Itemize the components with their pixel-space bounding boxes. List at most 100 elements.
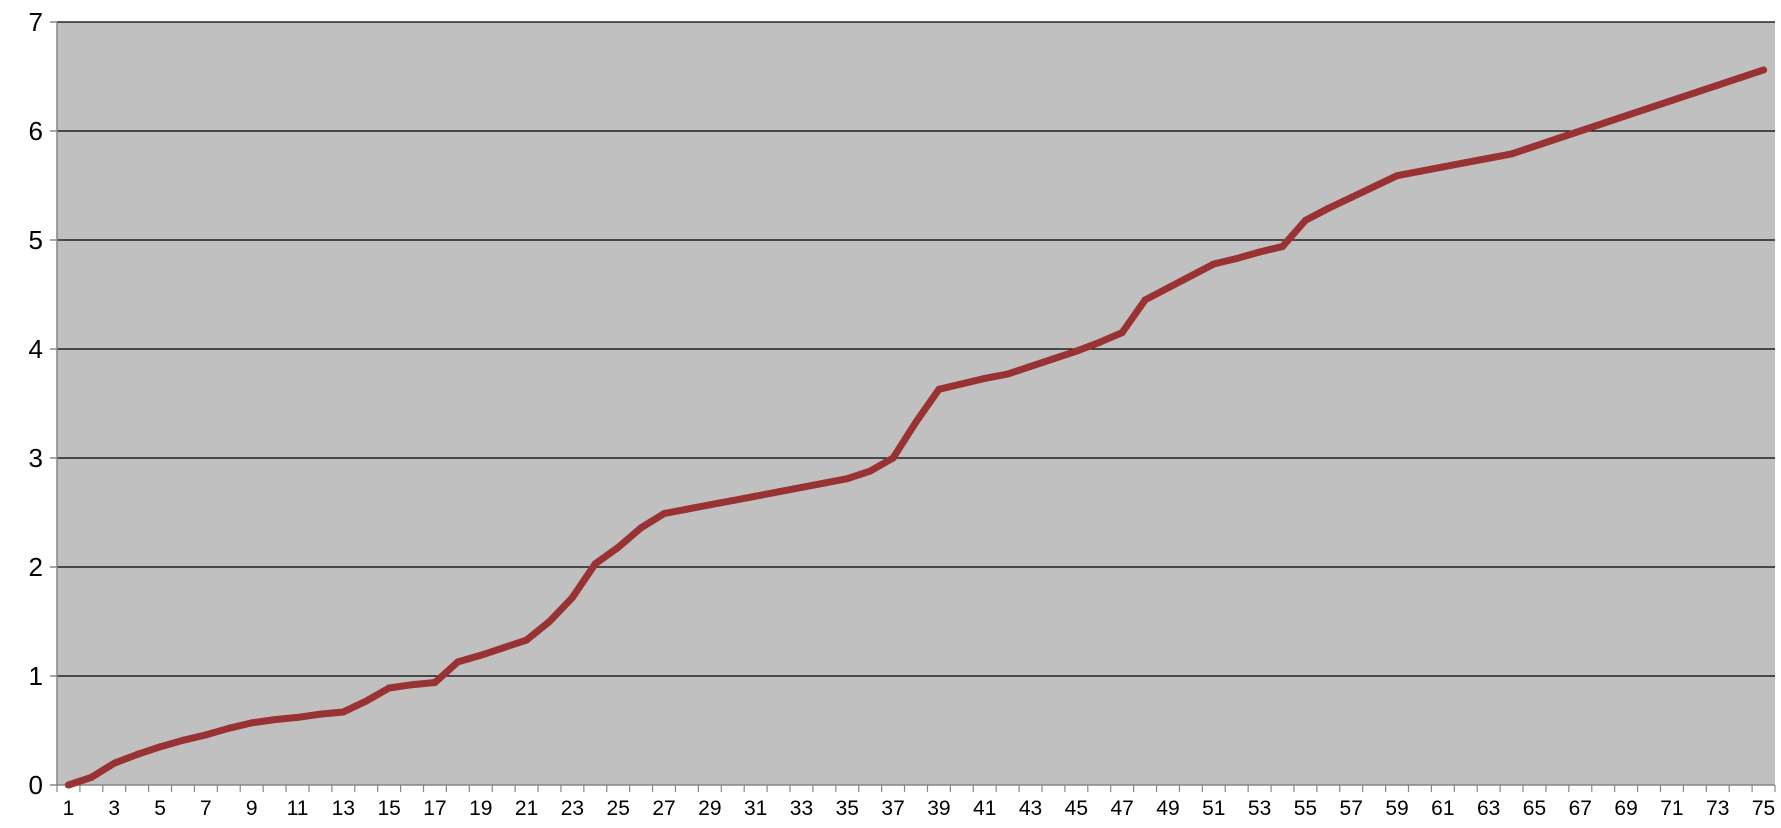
y-tick-label-7: 7: [29, 7, 43, 37]
y-tick-label-6: 6: [29, 116, 43, 146]
x-tick-label-21: 21: [515, 797, 538, 820]
x-tick-label-69: 69: [1614, 797, 1637, 820]
x-tick-label-19: 19: [469, 797, 492, 820]
data-point-5: [156, 743, 164, 751]
data-point-34: [820, 479, 828, 487]
data-point-51: [1210, 260, 1218, 268]
data-point-57: [1347, 193, 1355, 201]
y-tick-label-0: 0: [29, 770, 43, 800]
x-tick-label-67: 67: [1569, 797, 1592, 820]
x-tick-label-27: 27: [652, 797, 675, 820]
data-point-33: [797, 483, 805, 491]
data-point-31: [752, 492, 760, 500]
data-point-28: [683, 505, 691, 513]
data-point-14: [362, 697, 370, 705]
axes: [50, 21, 1776, 792]
data-point-21: [523, 636, 531, 644]
data-point-71: [1668, 96, 1676, 104]
data-point-73: [1714, 81, 1722, 89]
data-point-7: [202, 731, 210, 739]
data-point-25: [614, 543, 622, 551]
x-tick-label-29: 29: [698, 797, 721, 820]
data-point-50: [1187, 272, 1195, 280]
data-point-41: [981, 374, 989, 382]
data-point-37: [889, 454, 897, 462]
data-point-70: [1645, 104, 1653, 112]
data-point-69: [1622, 112, 1630, 120]
data-point-55: [1301, 216, 1309, 224]
data-point-74: [1737, 74, 1745, 82]
x-tick-label-61: 61: [1431, 797, 1454, 820]
data-point-36: [866, 467, 874, 475]
data-point-6: [179, 736, 187, 744]
y-tick-label-2: 2: [29, 552, 43, 582]
data-point-72: [1691, 89, 1699, 97]
data-point-35: [843, 475, 851, 483]
x-tick-label-63: 63: [1477, 797, 1500, 820]
x-tick-label-51: 51: [1202, 797, 1225, 820]
data-point-10: [271, 716, 279, 724]
data-points: [64, 66, 1768, 789]
x-tick-label-33: 33: [790, 797, 813, 820]
data-point-26: [637, 524, 645, 532]
data-point-8: [225, 724, 233, 732]
data-point-27: [660, 510, 668, 518]
x-tick-label-17: 17: [423, 797, 446, 820]
data-point-53: [1256, 248, 1264, 256]
data-point-45: [1072, 347, 1080, 355]
data-point-15: [385, 684, 393, 692]
plot-area-background: [57, 22, 1775, 785]
y-tick-label-4: 4: [29, 334, 43, 364]
x-tick-label-5: 5: [154, 797, 166, 820]
x-tick-label-15: 15: [377, 797, 400, 820]
data-point-67: [1576, 127, 1584, 135]
x-tick-label-73: 73: [1706, 797, 1729, 820]
y-axis-tick-labels: 0 1 2 3 4 5 6 7: [29, 7, 43, 800]
x-tick-label-37: 37: [881, 797, 904, 820]
data-point-19: [477, 651, 485, 659]
data-point-11: [294, 713, 302, 721]
data-point-75: [1760, 66, 1768, 74]
data-point-40: [958, 380, 966, 388]
data-point-29: [706, 501, 714, 509]
data-point-22: [545, 618, 553, 625]
y-tick-label-1: 1: [29, 661, 43, 691]
x-tick-label-47: 47: [1110, 797, 1133, 820]
data-point-48: [1141, 296, 1149, 304]
x-tick-label-43: 43: [1019, 797, 1042, 820]
data-point-66: [1553, 135, 1561, 143]
data-point-44: [1049, 355, 1057, 363]
x-tick-label-7: 7: [200, 797, 212, 820]
data-point-30: [729, 497, 737, 505]
x-tick-label-45: 45: [1065, 797, 1088, 820]
data-point-46: [1095, 338, 1103, 346]
y-tick-label-5: 5: [29, 225, 43, 255]
gridlines: [57, 21, 1775, 677]
x-tick-label-59: 59: [1385, 797, 1408, 820]
data-point-9: [248, 719, 256, 727]
x-tick-label-11: 11: [287, 797, 309, 820]
x-tick-label-31: 31: [744, 797, 767, 820]
x-tick-label-71: 71: [1660, 797, 1683, 820]
data-point-17: [431, 679, 439, 687]
data-point-43: [1027, 362, 1035, 370]
x-tick-label-3: 3: [108, 797, 120, 820]
data-point-20: [500, 644, 508, 652]
x-tick-label-13: 13: [332, 797, 355, 820]
data-point-54: [1279, 243, 1287, 251]
data-point-1: [64, 781, 72, 789]
x-tick-label-35: 35: [836, 797, 859, 820]
data-point-68: [1599, 119, 1607, 127]
data-point-42: [1004, 370, 1012, 378]
data-point-4: [133, 750, 141, 758]
data-point-59: [1393, 172, 1401, 180]
data-point-39: [935, 385, 943, 393]
data-point-61: [1439, 163, 1447, 171]
x-tick-label-57: 57: [1340, 797, 1363, 820]
x-axis-tick-labels: 1 3 5 7 9 11 13 15 17 19 21 23 25 27 29 31 33 35 37 39 41 43 4…: [63, 797, 1776, 820]
x-tick-label-55: 55: [1294, 797, 1317, 820]
x-tick-label-53: 53: [1248, 797, 1271, 820]
data-point-56: [1324, 204, 1332, 212]
